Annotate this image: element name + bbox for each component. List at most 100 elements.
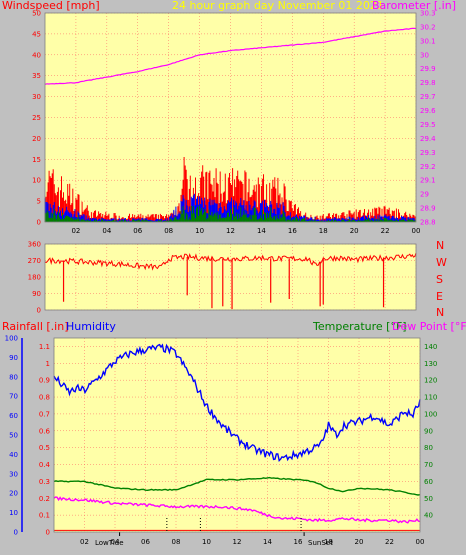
y-tick-label-barometer: 29.7 [420,93,436,101]
y-tick-label-wind: 50 [32,10,41,18]
humidity-label: Humidity [66,320,116,333]
x-tick-label: 12 [226,227,235,235]
dir-letter-n-top: N [436,239,444,252]
y-tick-label-wind: 30 [32,93,41,101]
y-tick-label-wind: 35 [32,72,41,80]
y-tick-label-direction: 0 [37,307,41,315]
y-tick-label-humidity: 30 [9,470,18,478]
y-tick-label-rainfall: 0.6 [39,427,51,435]
barometer-label: Barometer [.in] [372,0,456,12]
temperature-series [53,476,421,496]
y-tick-label-barometer: 29.5 [420,121,436,129]
y-tick-label-rainfall: 0.4 [39,461,51,469]
y-tick-label-wind: 5 [37,198,41,206]
y-tick-label-barometer: 30.3 [420,10,436,18]
y-tick-label-humidity: 40 [9,451,18,459]
y-tick-label-rainfall: 0.3 [39,478,50,486]
dir-letter-n-bottom: N [436,306,444,319]
y-tick-label-humidity: 50 [9,432,18,440]
y-tick-label-humidity: 90 [9,354,18,362]
y-tick-label-wind: 0 [37,219,41,227]
lowtide-marker-label: LowTide [95,539,124,547]
y-tick-label-barometer: 30.1 [420,37,436,45]
y-tick-label-barometer: 29.1 [420,177,436,185]
y-tick-label-rainfall: 0.5 [39,444,50,452]
plot-border-wind [44,12,417,223]
y-tick-label-direction: 270 [28,257,41,265]
x-tick-label: 22 [381,227,390,235]
x-tick-label: 06 [141,538,150,546]
direction-series [44,252,417,271]
y-tick-label-barometer: 28.9 [420,205,436,213]
plot-border-direction [44,243,417,311]
barometer-series [44,27,417,85]
y-tick-label-barometer: 29.9 [420,65,436,73]
y-tick-label-barometer: 29.6 [420,107,436,115]
dewpoint-label: Dew Point [°F] [392,320,466,333]
rainfall-label: Rainfall [.in] [2,320,69,333]
temperature-label: Temperature [°F] [312,320,407,333]
x-tick-label: 18 [319,227,328,235]
y-tick-label-humidity: 10 [9,509,18,517]
y-tick-label-barometer: 30.2 [420,23,436,31]
x-tick-label: 12 [233,538,242,546]
x-tick-label: 14 [257,227,266,235]
y-tick-label-wind: 25 [32,114,41,122]
x-tick-label: 10 [195,227,204,235]
y-tick-label-humidity: 0 [14,529,18,537]
y-tick-label-humidity: 60 [9,412,18,420]
y-tick-label-rainfall: 0.9 [39,377,50,385]
y-tick-label-rainfall: 1.1 [39,343,50,351]
y-tick-label-rainfall: 0 [46,529,50,537]
y-tick-label-temperature: 70 [424,461,433,469]
y-tick-label-wind: 40 [32,51,41,59]
sunset-marker-label: SunSet [308,539,333,547]
y-tick-label-rainfall: 1 [46,360,50,368]
y-tick-label-humidity: 100 [5,335,18,343]
x-tick-label: 00 [416,538,425,546]
plot-border-humidity [53,337,421,533]
y-tick-label-wind: 10 [32,177,41,185]
x-tick-label: 14 [263,538,272,546]
y-tick-label-temperature: 50 [424,495,433,503]
y-tick-label-wind: 15 [32,156,41,164]
y-tick-label-temperature: 90 [424,427,433,435]
y-tick-label-temperature: 40 [424,512,433,520]
y-tick-label-barometer: 29.2 [420,163,436,171]
x-tick-label: 04 [102,227,111,235]
y-tick-label-rainfall: 0.8 [39,394,50,402]
y-tick-label-humidity: 20 [9,490,18,498]
y-tick-label-temperature: 60 [424,478,433,486]
y-tick-label-humidity: 80 [9,373,18,381]
x-tick-label: 18 [324,538,333,546]
x-tick-label: 20 [355,538,364,546]
y-tick-label-direction: 180 [28,274,41,282]
y-tick-label-direction: 90 [32,290,41,298]
x-tick-label: 08 [172,538,181,546]
x-tick-label: 22 [385,538,394,546]
humidity-series [53,343,421,463]
y-tick-label-temperature: 100 [424,410,437,418]
dir-letter-w: W [436,256,447,269]
y-tick-label-temperature: 140 [424,343,437,351]
x-tick-label: 08 [164,227,173,235]
y-tick-label-rainfall: 0.2 [39,495,50,503]
x-tick-label: 16 [294,538,303,546]
y-tick-label-rainfall: 0.7 [39,410,50,418]
y-tick-label-barometer: 30 [420,51,429,59]
dewpoint-series [53,496,421,524]
x-tick-label: 02 [80,538,89,546]
y-tick-label-wind: 45 [32,30,41,38]
y-tick-label-rainfall: 0.1 [39,512,50,520]
x-tick-label: 10 [202,538,211,546]
y-tick-label-barometer: 28.8 [420,219,436,227]
dir-letter-s: S [436,273,443,286]
y-tick-label-barometer: 29.4 [420,135,436,143]
x-tick-label: 04 [111,538,120,546]
y-tick-label-wind: 20 [32,135,41,143]
y-tick-label-temperature: 110 [424,394,437,402]
x-tick-label: 16 [288,227,297,235]
y-tick-label-humidity: 70 [9,393,18,401]
